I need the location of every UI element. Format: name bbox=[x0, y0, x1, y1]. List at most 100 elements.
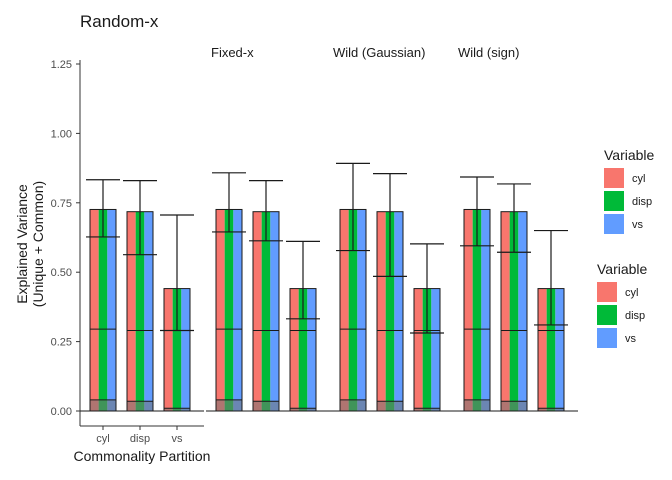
y-axis-title-line2: (Unique + Common) bbox=[30, 181, 46, 307]
bar-bottom-segment bbox=[377, 401, 403, 411]
bar-fill-vs bbox=[394, 211, 403, 411]
bar-vs bbox=[160, 214, 194, 412]
y-tick-label: 0.25 bbox=[51, 337, 72, 349]
plot-area: cyl disp vs bbox=[80, 162, 578, 445]
bar-bottom-segment bbox=[340, 399, 366, 411]
legend-swatch-vs bbox=[604, 214, 624, 234]
bar-bottom-segment bbox=[501, 401, 527, 411]
legend-swatch-disp bbox=[597, 305, 617, 325]
bar-fill-cyl bbox=[216, 209, 225, 411]
bar-fill-disp bbox=[261, 211, 271, 411]
bar-bottom-segment bbox=[253, 401, 279, 411]
bar-disp bbox=[123, 179, 157, 412]
y-tick-label: 1.25 bbox=[51, 59, 72, 71]
panel-wild-gaussian bbox=[330, 162, 454, 412]
bar-fill-cyl bbox=[340, 209, 349, 411]
panel-label-wild-sign: Wild (sign) bbox=[458, 45, 519, 60]
bar-fill-vs bbox=[518, 211, 527, 411]
legend-swatch-cyl bbox=[597, 282, 617, 302]
legend-title: Variable bbox=[597, 261, 648, 277]
y-tick-label: 1.00 bbox=[51, 128, 72, 140]
legend-label-cyl: cyl bbox=[625, 287, 638, 299]
bar-fill-vs bbox=[144, 211, 153, 411]
legend-2: Variable cyl disp vs bbox=[597, 261, 648, 348]
y-tick-label: 0.50 bbox=[51, 267, 72, 279]
bar-bottom-segment bbox=[464, 399, 490, 411]
bar-vs bbox=[410, 243, 444, 412]
bar-fill-cyl bbox=[501, 211, 510, 411]
bar-fill-vs bbox=[357, 209, 366, 411]
panel-label-wild-gaussian: Wild (Gaussian) bbox=[333, 45, 425, 60]
bar-fill-cyl bbox=[377, 211, 386, 411]
legend-swatch-disp bbox=[604, 191, 624, 211]
legend-label-vs: vs bbox=[625, 333, 637, 345]
bar-fill-disp bbox=[135, 211, 145, 411]
bar-bottom-segment bbox=[414, 408, 440, 411]
x-axis: cyl disp vs bbox=[80, 425, 204, 445]
bar-fill-disp bbox=[98, 209, 108, 411]
bar-bottom-segment bbox=[290, 408, 316, 411]
x-axis-title: Commonality Partition bbox=[74, 448, 211, 464]
bar-fill-cyl bbox=[164, 288, 173, 411]
legends: Variable cyl disp vs Variable cyl disp vs bbox=[597, 147, 655, 348]
bar-cyl bbox=[86, 179, 120, 412]
bar-bottom-segment bbox=[90, 399, 116, 411]
x-tick-label-cyl: cyl bbox=[96, 433, 109, 445]
bar-fill-vs bbox=[181, 288, 190, 411]
panel-wild-sign bbox=[454, 176, 578, 412]
bar-bottom-segment bbox=[164, 408, 190, 411]
x-tick-label-vs: vs bbox=[172, 433, 184, 445]
y-tick-label: 0.00 bbox=[51, 406, 72, 418]
bar-fill-vs bbox=[270, 211, 279, 411]
bar-bottom-segment bbox=[127, 401, 153, 411]
legend-label-cyl: cyl bbox=[632, 173, 645, 185]
legend-swatch-vs bbox=[597, 328, 617, 348]
bar-fill-disp bbox=[298, 288, 308, 411]
bar-fill-vs bbox=[107, 209, 116, 411]
legend-label-disp: disp bbox=[632, 196, 652, 208]
bar-fill-disp bbox=[546, 288, 556, 411]
y-tick-label: 0.75 bbox=[51, 198, 72, 210]
panel-fixed-x bbox=[206, 172, 330, 412]
bar-fill-disp bbox=[224, 209, 234, 411]
bar-disp bbox=[497, 183, 531, 412]
y-axis: 0.00 0.25 0.50 0.75 1.00 1.25 bbox=[51, 59, 81, 426]
bar-fill-cyl bbox=[414, 288, 423, 411]
bar-fill-vs bbox=[481, 209, 490, 411]
bar-fill-disp bbox=[348, 209, 358, 411]
bar-fill-disp bbox=[172, 288, 182, 411]
panel-random-x bbox=[80, 179, 204, 412]
legend-swatch-cyl bbox=[604, 168, 624, 188]
bar-cyl bbox=[460, 176, 494, 412]
bar-vs bbox=[534, 229, 568, 412]
bar-cyl bbox=[212, 172, 246, 412]
bar-fill-vs bbox=[233, 209, 242, 411]
bar-disp bbox=[373, 173, 407, 412]
bar-fill-vs bbox=[555, 288, 564, 411]
bar-fill-cyl bbox=[538, 288, 547, 411]
bar-vs bbox=[286, 240, 320, 412]
bar-fill-cyl bbox=[464, 209, 473, 411]
bar-fill-disp bbox=[472, 209, 482, 411]
bar-fill-disp bbox=[509, 211, 519, 411]
legend-title: Variable bbox=[604, 147, 655, 163]
legend-label-disp: disp bbox=[625, 310, 645, 322]
chart-title: Random-x bbox=[80, 12, 159, 31]
bar-fill-cyl bbox=[90, 209, 99, 411]
x-tick-label-disp: disp bbox=[130, 433, 150, 445]
bar-fill-cyl bbox=[127, 211, 136, 411]
bar-fill-vs bbox=[431, 288, 440, 411]
bar-fill-cyl bbox=[253, 211, 262, 411]
bar-disp bbox=[249, 179, 283, 412]
bar-fill-cyl bbox=[290, 288, 299, 411]
bar-bottom-segment bbox=[216, 399, 242, 411]
bar-fill-vs bbox=[307, 288, 316, 411]
bar-bottom-segment bbox=[538, 408, 564, 411]
bar-fill-disp bbox=[385, 211, 395, 411]
y-axis-title-line1: Explained Variance bbox=[14, 184, 30, 304]
bar-cyl bbox=[336, 162, 370, 412]
legend-1: Variable cyl disp vs bbox=[604, 147, 655, 234]
bar-fill-disp bbox=[422, 288, 432, 411]
panel-label-fixed-x: Fixed-x bbox=[211, 45, 254, 60]
